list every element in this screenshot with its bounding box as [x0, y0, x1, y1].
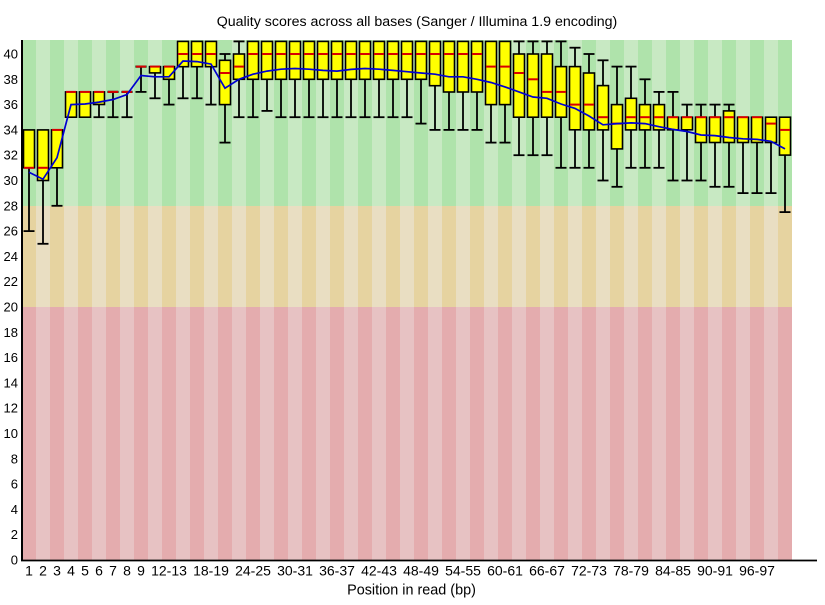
svg-text:84-85: 84-85 — [655, 563, 691, 579]
svg-text:0: 0 — [11, 553, 18, 568]
svg-text:6: 6 — [95, 563, 103, 579]
svg-text:5: 5 — [81, 563, 89, 579]
svg-text:1: 1 — [25, 563, 33, 579]
svg-text:60-61: 60-61 — [487, 563, 523, 579]
svg-text:54-55: 54-55 — [445, 563, 481, 579]
svg-text:40: 40 — [4, 47, 18, 62]
svg-text:24: 24 — [4, 249, 18, 264]
svg-text:36-37: 36-37 — [319, 563, 355, 579]
svg-text:48-49: 48-49 — [403, 563, 439, 579]
svg-text:78-79: 78-79 — [613, 563, 649, 579]
svg-text:42-43: 42-43 — [361, 563, 397, 579]
svg-text:8: 8 — [11, 451, 18, 466]
svg-text:20: 20 — [4, 300, 18, 315]
svg-text:30: 30 — [4, 173, 18, 188]
svg-text:12: 12 — [4, 401, 18, 416]
svg-text:24-25: 24-25 — [235, 563, 271, 579]
svg-text:72-73: 72-73 — [571, 563, 607, 579]
svg-text:36: 36 — [4, 97, 18, 112]
svg-text:9: 9 — [137, 563, 145, 579]
svg-text:6: 6 — [11, 477, 18, 492]
svg-text:4: 4 — [67, 563, 75, 579]
svg-text:8: 8 — [123, 563, 131, 579]
svg-text:14: 14 — [4, 375, 18, 390]
svg-text:2: 2 — [39, 563, 47, 579]
svg-text:18-19: 18-19 — [193, 563, 229, 579]
svg-text:38: 38 — [4, 72, 18, 87]
svg-text:10: 10 — [4, 426, 18, 441]
svg-text:4: 4 — [11, 502, 18, 517]
svg-text:Quality scores across all base: Quality scores across all bases (Sanger … — [217, 14, 618, 30]
svg-text:3: 3 — [53, 563, 61, 579]
svg-text:16: 16 — [4, 350, 18, 365]
svg-text:2: 2 — [11, 527, 18, 542]
svg-text:12-13: 12-13 — [151, 563, 187, 579]
svg-text:22: 22 — [4, 274, 18, 289]
svg-text:96-97: 96-97 — [739, 563, 775, 579]
svg-text:30-31: 30-31 — [277, 563, 313, 579]
svg-text:28: 28 — [4, 198, 18, 213]
svg-text:18: 18 — [4, 325, 18, 340]
svg-text:26: 26 — [4, 224, 18, 239]
svg-text:Position in read (bp): Position in read (bp) — [347, 583, 476, 599]
svg-text:7: 7 — [109, 563, 117, 579]
svg-text:32: 32 — [4, 148, 18, 163]
svg-text:66-67: 66-67 — [529, 563, 565, 579]
svg-text:90-91: 90-91 — [697, 563, 733, 579]
svg-text:34: 34 — [4, 122, 18, 137]
